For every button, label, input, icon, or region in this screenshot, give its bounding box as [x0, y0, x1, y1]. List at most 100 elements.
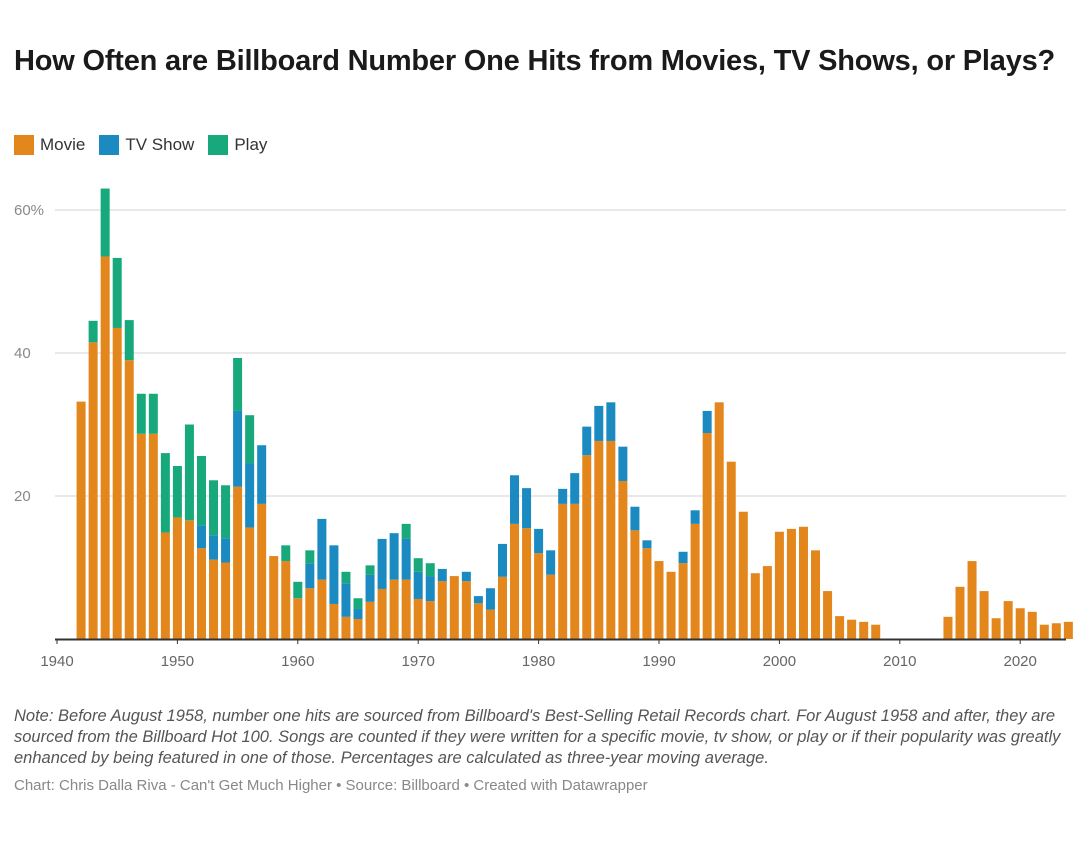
- bar-tv-show-1986: [606, 402, 616, 441]
- bar-tv-show-1974: [461, 571, 471, 582]
- bar-movie-1985: [594, 440, 604, 639]
- bar-movie-1977: [497, 576, 507, 639]
- bar-movie-1953: [209, 559, 219, 639]
- bar-movie-2000: [774, 531, 784, 639]
- bar-play-1950: [172, 465, 182, 518]
- x-tick-label: 1940: [40, 653, 73, 670]
- bar-tv-show-1988: [630, 506, 640, 531]
- x-tick-label: 2020: [1004, 653, 1037, 670]
- bar-movie-1956: [245, 527, 255, 639]
- bar-movie-2020: [1015, 608, 1025, 639]
- bar-movie-2008: [871, 624, 881, 639]
- bar-movie-1946: [124, 360, 134, 639]
- bar-movie-1979: [522, 528, 532, 639]
- bar-movie-1947: [136, 433, 146, 639]
- bar-play-1946: [124, 320, 134, 361]
- bar-movie-1969: [401, 579, 411, 639]
- bar-tv-show-1983: [570, 473, 580, 504]
- bar-tv-show-1977: [497, 543, 507, 577]
- bar-play-1943: [88, 320, 98, 343]
- bar-movie-1954: [221, 562, 231, 639]
- x-tick-label: 1960: [281, 653, 314, 670]
- bar-movie-1994: [702, 433, 712, 639]
- chart-credit: Chart: Chris Dalla Riva - Can't Get Much…: [14, 777, 648, 794]
- bar-movie-2007: [859, 621, 869, 639]
- bar-play-1951: [184, 424, 194, 521]
- y-tick-label: 60%: [14, 202, 44, 219]
- bar-movie-1992: [678, 563, 688, 639]
- legend-item-play: Play: [208, 135, 267, 155]
- bar-tv-show-1979: [522, 488, 532, 529]
- bar-play-1948: [148, 393, 158, 434]
- legend-label-movie: Movie: [40, 135, 86, 154]
- bar-movie-1966: [365, 601, 375, 639]
- bar-tv-show-1963: [329, 545, 339, 604]
- bar-movie-1997: [738, 511, 748, 639]
- x-tick-label: 1980: [522, 653, 555, 670]
- bar-movie-1972: [437, 581, 447, 639]
- bar-tv-show-1961: [305, 563, 315, 589]
- bar-movie-1951: [184, 520, 194, 639]
- bar-movie-2021: [1027, 611, 1037, 639]
- bar-movie-1962: [317, 579, 327, 639]
- bar-movie-1970: [413, 598, 423, 639]
- bar-tv-show-1992: [678, 551, 688, 564]
- bar-movie-2002: [798, 526, 808, 639]
- bar-movie-1991: [666, 571, 676, 639]
- bar-play-1960: [293, 581, 303, 599]
- bar-movie-2019: [1003, 601, 1013, 639]
- bar-tv-show-1994: [702, 410, 712, 434]
- chart-title: How Often are Billboard Number One Hits …: [14, 45, 1056, 77]
- bar-tv-show-1967: [377, 538, 387, 589]
- bar-movie-1978: [510, 523, 520, 639]
- bar-tv-show-1957: [257, 445, 267, 504]
- bar-movie-2014: [943, 616, 953, 639]
- bar-tv-show-1969: [401, 538, 411, 580]
- bar-tv-show-1962: [317, 518, 327, 580]
- bar-tv-show-1956: [245, 463, 255, 528]
- bar-movie-2015: [955, 586, 965, 639]
- bar-movie-1993: [690, 523, 700, 639]
- bar-movie-1944: [100, 256, 110, 639]
- bar-movie-2023: [1051, 623, 1061, 639]
- bar-movie-2017: [979, 591, 989, 639]
- bar-tv-show-1965: [353, 608, 363, 619]
- bar-movie-1952: [196, 548, 206, 639]
- bar-tv-show-1989: [642, 540, 652, 549]
- chart-note: Note: Before August 1958, number one hit…: [14, 707, 1061, 767]
- bar-movie-1982: [558, 503, 568, 639]
- bar-tv-show-1975: [473, 596, 483, 604]
- bar-movie-2018: [991, 618, 1001, 639]
- bar-play-1965: [353, 598, 363, 609]
- bar-movie-1968: [389, 579, 399, 639]
- bar-movie-1964: [341, 616, 351, 639]
- bar-movie-1967: [377, 588, 387, 639]
- bar-movie-1975: [473, 603, 483, 639]
- bar-movie-1987: [618, 480, 628, 639]
- bar-play-1966: [365, 565, 375, 575]
- bar-play-1952: [196, 455, 206, 526]
- legend-item-movie: Movie: [14, 135, 85, 155]
- bar-movie-1996: [726, 461, 736, 639]
- bar-movie-1980: [534, 553, 544, 639]
- bar-play-1955: [233, 358, 243, 411]
- bar-movie-2004: [823, 591, 833, 639]
- bar-tv-show-1987: [618, 446, 628, 481]
- bar-movie-1998: [750, 573, 760, 639]
- bar-play-1971: [425, 563, 435, 577]
- bar-movie-1948: [148, 433, 158, 639]
- bar-movie-2024: [1063, 621, 1073, 639]
- bar-tv-show-1993: [690, 510, 700, 524]
- bar-play-1969: [401, 523, 411, 539]
- bar-movie-1988: [630, 530, 640, 639]
- bar-movie-1983: [570, 503, 580, 639]
- bar-play-1953: [209, 480, 219, 536]
- bar-play-1954: [221, 485, 231, 539]
- bar-tv-show-1976: [485, 588, 495, 610]
- bar-movie-1984: [582, 455, 592, 639]
- bar-tv-show-1981: [546, 550, 556, 575]
- bar-play-1961: [305, 550, 315, 564]
- x-tick-label: 1950: [161, 653, 194, 670]
- bar-movie-1959: [281, 561, 291, 639]
